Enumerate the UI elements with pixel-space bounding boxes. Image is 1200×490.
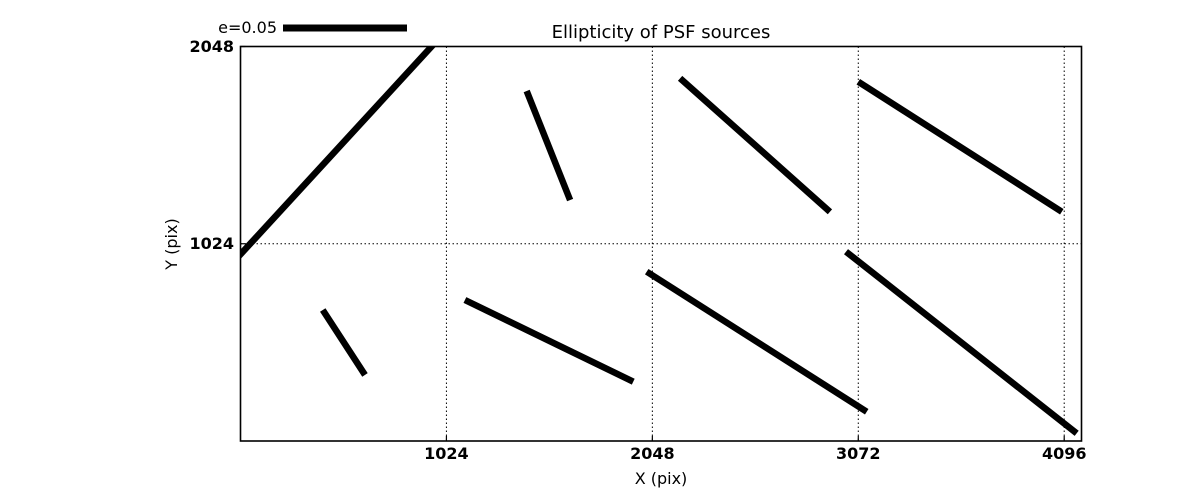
ellipticity-whisker [856, 79, 1064, 215]
legend-label: e=0.05 [218, 18, 277, 37]
x-tick-label: 3072 [836, 444, 881, 463]
x-tick-label: 2048 [630, 444, 675, 463]
x-axis-label: X (pix) [634, 469, 688, 488]
chart-title: Ellipticity of PSF sources [551, 22, 771, 43]
whisker-group [240, 46, 1079, 436]
ellipticity-whisker [463, 297, 635, 385]
y-axis-label: Y (pix) [162, 218, 181, 270]
ellipticity-whisker [844, 249, 1079, 436]
x-tick-label: 1024 [424, 444, 469, 463]
ellipticity-whisker [644, 268, 869, 415]
ellipticity-whisker [320, 308, 368, 377]
y-tick-label: 2048 [189, 36, 234, 56]
x-tick-label: 4096 [1041, 444, 1087, 463]
y-tick-label: 1024 [189, 233, 234, 253]
ellipticity-whisker [523, 89, 574, 202]
ellipticity-whisker [240, 46, 436, 260]
ellipticity-whisker [677, 75, 833, 215]
